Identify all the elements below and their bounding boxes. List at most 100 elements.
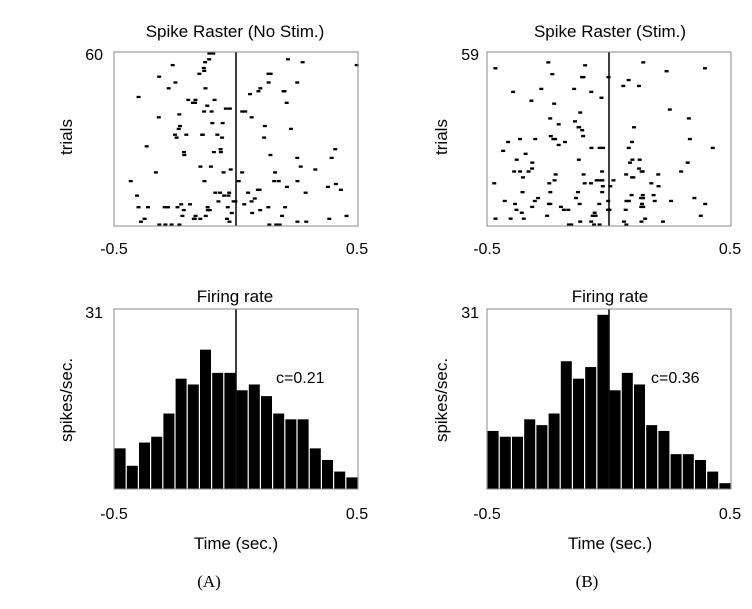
- spike-mark: [532, 199, 537, 203]
- raster-b-xmin-label: -0.5: [473, 241, 501, 258]
- spike-mark: [589, 90, 594, 94]
- rate-bar: [573, 378, 584, 489]
- spike-mark: [136, 95, 141, 99]
- rate-b-xlabel: Time (sec.): [568, 534, 652, 553]
- spike-mark: [631, 126, 636, 129]
- spike-mark: [506, 140, 511, 144]
- raster-b-spikes: [492, 61, 715, 226]
- caption-b: (B): [576, 572, 599, 591]
- rate-bar: [499, 436, 511, 489]
- rate-bar: [212, 372, 224, 489]
- raster-a-axes-box: [113, 51, 359, 227]
- spike-mark: [599, 96, 604, 99]
- spike-mark: [325, 185, 330, 189]
- rate-bar: [322, 459, 333, 489]
- rate-bar: [548, 413, 560, 489]
- spike-mark: [187, 203, 192, 206]
- spike-mark: [193, 214, 198, 218]
- spike-mark: [288, 127, 293, 131]
- spike-mark: [493, 67, 498, 70]
- spike-mark: [176, 127, 181, 131]
- spike-mark: [250, 211, 255, 215]
- spike-mark: [582, 182, 587, 185]
- spike-mark: [530, 167, 535, 170]
- spike-mark: [703, 202, 708, 206]
- spike-mark: [202, 69, 207, 73]
- rate-bar: [261, 396, 272, 489]
- rate-bar: [151, 436, 163, 489]
- spike-mark: [661, 220, 666, 223]
- spike-mark: [566, 208, 571, 212]
- spike-mark: [209, 110, 214, 113]
- spike-mark: [280, 214, 285, 218]
- spike-mark: [624, 199, 629, 203]
- spike-mark: [520, 176, 525, 179]
- spike-mark: [548, 134, 553, 138]
- spike-mark: [179, 203, 184, 206]
- spike-mark: [548, 202, 553, 206]
- spike-mark: [180, 214, 185, 218]
- spike-mark: [687, 137, 692, 141]
- spike-mark: [669, 199, 674, 203]
- spike-mark: [146, 206, 151, 209]
- spike-mark: [698, 214, 703, 217]
- spike-mark: [229, 211, 234, 215]
- panel-b-rate: Firing rate 31 spikes/sec. -0.5 0.5 Time…: [432, 287, 741, 553]
- spike-mark: [173, 81, 178, 84]
- rate-bar: [126, 465, 138, 489]
- rate-bar: [670, 454, 682, 489]
- rate-bar: [646, 425, 658, 489]
- spike-mark: [656, 185, 661, 188]
- spike-mark: [630, 158, 635, 161]
- spike-mark: [600, 179, 605, 182]
- spike-mark: [629, 193, 634, 197]
- rate-b-ymax-label: 31: [461, 305, 479, 322]
- spike-mark: [590, 214, 595, 217]
- spike-mark: [608, 185, 613, 188]
- spike-mark: [561, 208, 566, 212]
- spike-mark: [190, 101, 195, 104]
- spike-mark: [548, 190, 553, 194]
- spike-mark: [266, 81, 271, 84]
- spike-mark: [513, 202, 518, 206]
- spike-mark: [212, 98, 217, 102]
- spike-mark: [521, 217, 526, 220]
- spike-mark: [578, 111, 583, 114]
- raster-b-ymax-label: 59: [461, 47, 479, 64]
- spike-mark: [221, 171, 226, 174]
- rate-bar: [334, 471, 346, 489]
- spike-mark: [220, 121, 225, 125]
- spike-mark: [641, 61, 646, 64]
- spike-mark: [136, 206, 141, 209]
- spike-mark: [621, 220, 626, 223]
- spike-mark: [162, 206, 167, 209]
- spike-mark: [193, 98, 198, 102]
- spike-mark: [556, 123, 561, 126]
- spike-mark: [621, 84, 626, 88]
- spike-mark: [611, 179, 616, 182]
- spike-mark: [667, 108, 672, 111]
- spike-mark: [304, 220, 309, 223]
- spike-mark: [589, 146, 594, 150]
- spike-mark: [581, 173, 586, 176]
- raster-b-axes-box: [486, 51, 732, 227]
- spike-mark: [227, 220, 232, 223]
- spike-mark: [593, 214, 598, 217]
- spike-mark: [218, 191, 223, 194]
- spike-mark: [277, 223, 282, 226]
- spike-mark: [578, 220, 583, 223]
- spike-mark: [225, 206, 230, 209]
- spike-mark: [514, 158, 519, 161]
- spike-mark: [588, 182, 593, 185]
- rate-bar: [719, 483, 731, 489]
- spike-mark: [240, 110, 245, 113]
- spike-mark: [581, 134, 586, 138]
- raster-a-spikes: [128, 52, 359, 226]
- spike-mark: [597, 223, 602, 226]
- raster-a-ymax-label: 60: [85, 47, 103, 64]
- spike-mark: [493, 217, 498, 220]
- rate-bar: [187, 384, 199, 489]
- spike-mark: [519, 211, 524, 214]
- spike-mark: [624, 223, 629, 226]
- rate-bar: [236, 390, 248, 489]
